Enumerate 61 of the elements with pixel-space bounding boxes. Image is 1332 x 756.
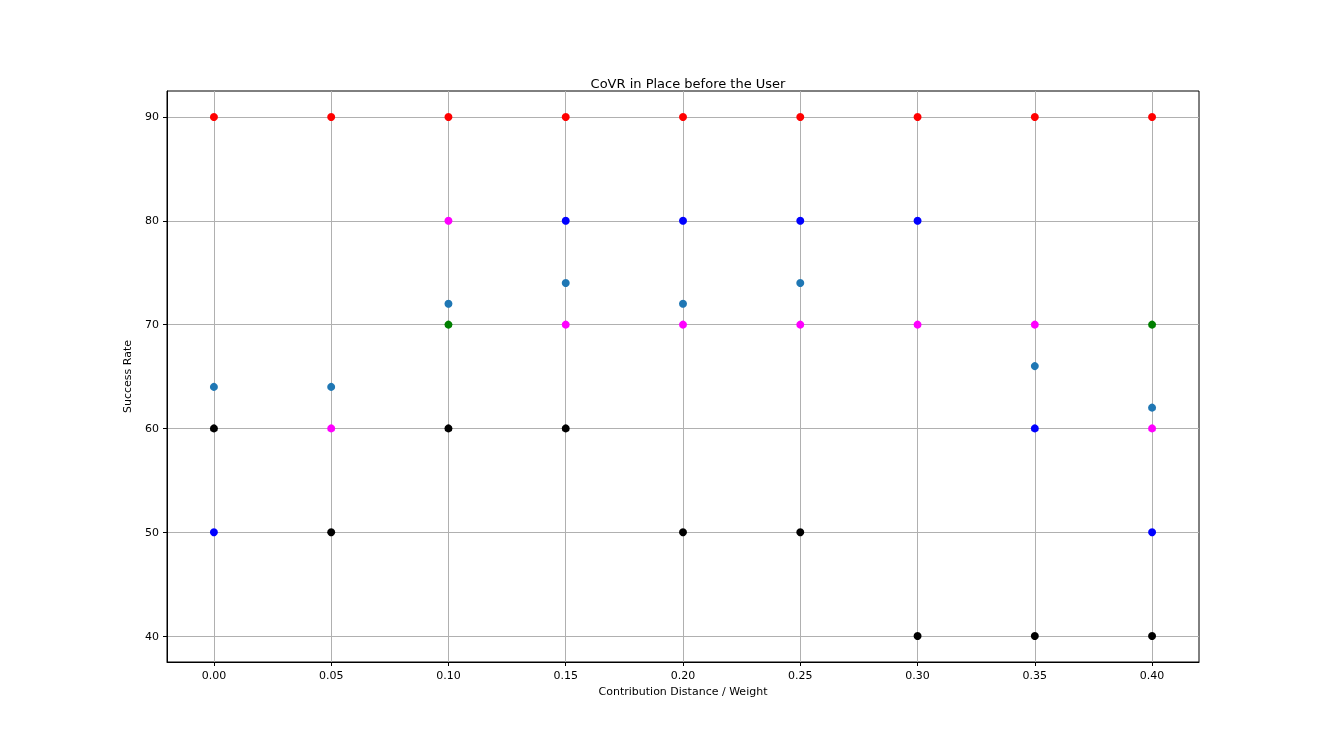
point [913,632,922,641]
point [1148,320,1157,329]
point [561,216,570,225]
y-tick-label: 90 [145,110,159,124]
point [209,112,218,121]
point [561,320,570,329]
point [679,216,687,225]
point [444,112,453,121]
x-tick-label: 0.40 [1139,669,1165,682]
point [679,320,687,329]
point [679,112,687,121]
point [1148,403,1157,412]
point [1148,632,1157,641]
point [796,112,805,121]
x-tick-label: 0.20 [670,669,696,682]
point [1148,112,1157,121]
point [327,424,336,433]
x-tick-label: 0.00 [201,669,227,682]
point [1030,424,1039,433]
x-tick-label: 0.30 [905,669,930,682]
point [327,112,336,121]
y-tick-label: 50 [145,525,159,539]
point [327,528,336,537]
y-tick-label: 80 [145,214,159,228]
y-tick-label: 60 [145,421,159,435]
x-axis-title: Contribution Distance / Weight [598,685,769,698]
point [209,424,218,433]
point [796,528,805,537]
y-axis-title: Success Rate [121,339,134,413]
x-tick-label: 0.35 [1022,669,1048,682]
y-tick-label: 70 [145,318,159,332]
point [1148,424,1157,433]
point [1030,362,1039,371]
point [444,320,453,329]
point [796,216,805,225]
point [796,320,805,329]
point [679,528,687,537]
point [327,382,336,391]
point [1148,528,1157,537]
point [913,112,922,121]
point [679,299,687,308]
x-tick-label: 0.05 [318,669,344,682]
point [1030,112,1039,121]
x-tick-label: 0.10 [436,669,461,682]
point [913,320,922,329]
point [561,279,570,288]
point [444,299,453,308]
point [796,279,805,288]
point [1030,632,1039,641]
chart-title: CoVR in Place before the User [590,76,787,91]
y-tick-label: 40 [145,629,159,643]
point [561,112,570,121]
point [561,424,570,433]
point [444,424,453,433]
point [1030,320,1039,329]
point [209,382,218,391]
point [444,216,453,225]
point [209,528,218,537]
point [913,216,922,225]
x-tick-label: 0.25 [788,669,813,682]
x-tick-label: 0.15 [553,669,578,682]
